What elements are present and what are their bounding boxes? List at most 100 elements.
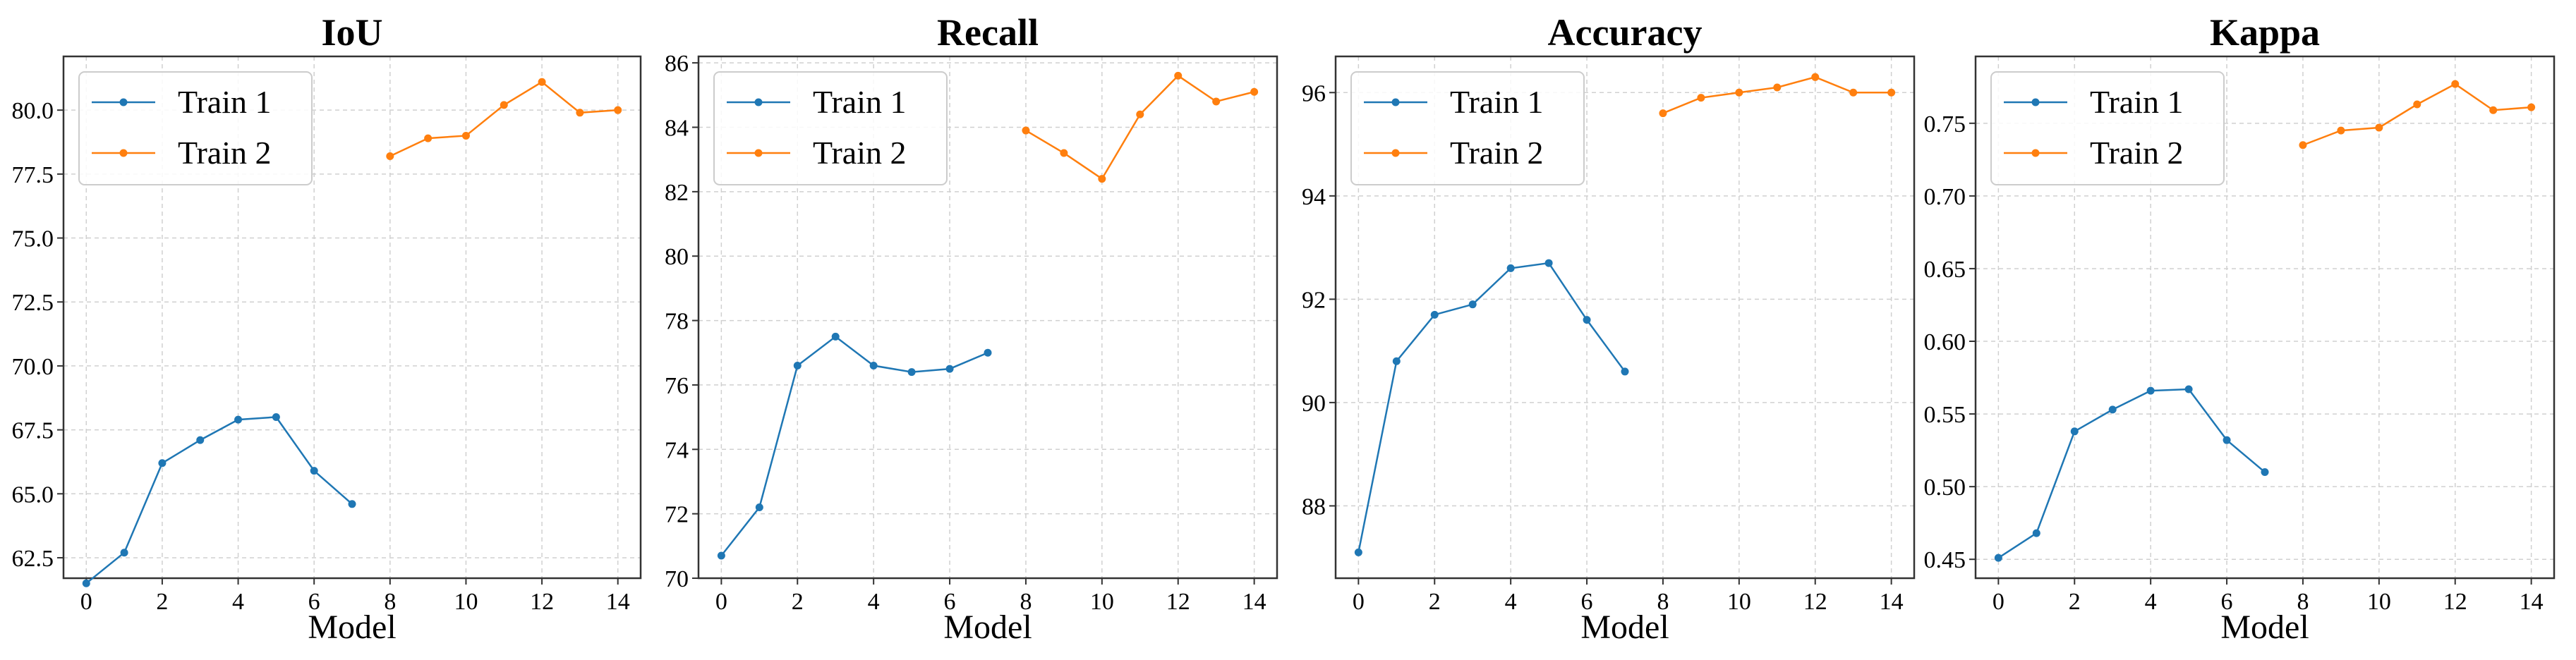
x-tick-label: 6: [944, 589, 956, 615]
data-point-train-1: [272, 412, 280, 421]
y-tick-label: 0.65: [1924, 257, 1966, 283]
data-point-train-2: [1098, 175, 1106, 183]
y-tick-label: 76: [665, 373, 689, 399]
x-tick-label: 6: [308, 589, 320, 615]
y-tick-label: 80.0: [12, 98, 54, 124]
chart-title: IoU: [321, 11, 382, 54]
data-point-train-2: [614, 106, 622, 114]
data-point-train-2: [461, 131, 470, 140]
data-point-train-1: [2032, 529, 2040, 537]
data-point-train-1: [755, 503, 763, 512]
x-tick-label: 12: [530, 589, 554, 615]
data-point-train-2: [1849, 88, 1858, 97]
x-axis-label: Model: [308, 609, 396, 646]
data-point-train-2: [2489, 106, 2498, 114]
data-point-train-2: [386, 152, 394, 160]
y-tick-label: 80: [665, 244, 689, 270]
data-point-train-1: [869, 362, 878, 370]
x-tick-label: 10: [1727, 589, 1751, 615]
data-point-train-2: [538, 78, 546, 86]
legend-box: [1350, 71, 1585, 185]
series-line-train-2: [1662, 75, 1892, 114]
series-line-train-1: [720, 335, 988, 556]
data-point-train-1: [2146, 386, 2155, 395]
x-tick-label: 14: [606, 589, 630, 615]
data-point-train-1: [1468, 300, 1477, 309]
data-point-train-1: [158, 459, 167, 468]
data-point-train-1: [2184, 385, 2193, 393]
data-point-train-1: [793, 362, 802, 370]
chart-panel-1: 0 2 4 6 8 10 12 14 62.5 65.0 67.5 70.0 72.5 75.0 77.5 8…: [12, 11, 642, 646]
data-point-train-2: [1659, 109, 1667, 118]
x-tick-label: 6: [1581, 589, 1593, 615]
x-tick-label: 4: [232, 589, 244, 615]
x-tick-label: 8: [1020, 589, 1032, 615]
x-tick-label: 10: [1090, 589, 1114, 615]
data-point-train-2: [424, 134, 433, 142]
x-tick-label: 14: [2520, 589, 2544, 615]
y-tick-label: 0.45: [1924, 547, 1966, 573]
plot-frame: [1974, 55, 2556, 580]
chart-panel-2: 0 2 4 6 8 10 12 14 70 72 74 76 78 80 82 84 86 Recall Model…: [665, 11, 1278, 646]
plot-frame: [697, 55, 1278, 580]
y-tick-label: 0.75: [1924, 111, 1966, 138]
data-point-train-2: [1174, 71, 1183, 80]
series-line-train-1: [1357, 262, 1626, 553]
legend-box: [1990, 71, 2225, 185]
data-point-train-1: [1994, 554, 2002, 562]
legend-label: Train 1: [813, 84, 907, 120]
data-point-train-2: [2451, 80, 2460, 88]
x-tick-label: 8: [1657, 589, 1669, 615]
y-tick-label: 72.5: [12, 290, 54, 316]
x-tick-label: 6: [2221, 589, 2233, 615]
data-point-train-1: [717, 551, 725, 560]
y-tick-label: 75.0: [12, 226, 54, 252]
x-tick-label: 2: [2069, 589, 2081, 615]
data-point-train-1: [196, 436, 205, 444]
y-tick-label: 0.50: [1924, 475, 1966, 501]
data-point-train-1: [1583, 316, 1591, 324]
data-point-train-1: [1506, 264, 1515, 272]
data-point-train-1: [2070, 427, 2079, 436]
data-point-train-2: [2413, 100, 2421, 109]
chart-title: Recall: [937, 11, 1039, 54]
x-axis-label: Model: [2220, 609, 2309, 646]
x-tick-label: 8: [384, 589, 396, 615]
legend-point-marker: [754, 149, 763, 157]
data-point-train-2: [2299, 141, 2307, 149]
x-tick-label: 2: [792, 589, 804, 615]
legend-point-marker: [2031, 98, 2040, 106]
legend-point-marker: [1391, 149, 1400, 157]
data-point-train-1: [120, 549, 128, 557]
x-tick-label: 12: [1166, 589, 1190, 615]
data-point-train-1: [310, 467, 318, 475]
data-point-train-2: [500, 101, 508, 109]
chart-panel-4: 0 2 4 6 8 10 12 14 0.45 0.50 0.55 0.60 0.65 0.70 0.75 K…: [1924, 11, 2556, 646]
legend-label: Train 2: [178, 135, 272, 171]
legend-point-marker: [754, 98, 763, 106]
data-point-train-2: [1022, 126, 1030, 135]
data-point-train-1: [1621, 367, 1629, 376]
x-tick-label: 14: [1242, 589, 1266, 615]
chart-panel-3: 0 2 4 6 8 10 12 14 88 90 92 94 96 Accuracy Model Train …: [1302, 11, 1916, 646]
legend-label: Train 2: [1450, 135, 1544, 171]
y-tick-label: 62.5: [12, 546, 54, 572]
legend: Train 1 Train 2: [78, 71, 313, 185]
y-tick-label: 96: [1302, 80, 1326, 106]
plot-frame: [1334, 55, 1916, 580]
x-tick-label: 12: [1803, 589, 1827, 615]
legend-label: Train 1: [2090, 84, 2184, 120]
x-tick-label: 0: [715, 589, 727, 615]
data-point-train-1: [945, 365, 954, 373]
x-tick-label: 12: [2443, 589, 2467, 615]
x-axis-label: Model: [943, 609, 1032, 646]
data-point-train-1: [348, 500, 356, 508]
data-point-train-2: [1887, 88, 1896, 97]
legend-label: Train 1: [1450, 84, 1544, 120]
y-tick-label: 70.0: [12, 354, 54, 380]
data-point-train-2: [1773, 83, 1782, 92]
y-tick-label: 0.60: [1924, 329, 1966, 355]
y-tick-label: 70: [665, 566, 689, 592]
legend: Train 1 Train 2: [713, 71, 948, 185]
y-tick-label: 78: [665, 309, 689, 335]
